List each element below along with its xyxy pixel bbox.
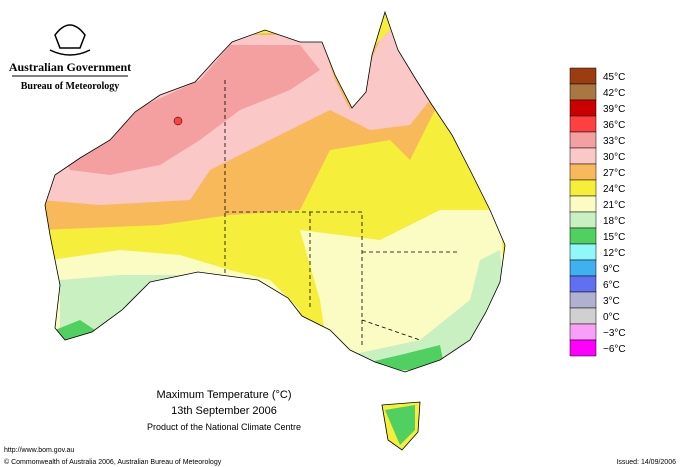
map-title: Maximum Temperature (°C) [156, 389, 291, 401]
legend-label: 12°C [603, 248, 625, 259]
legend-label: 36°C [603, 120, 625, 131]
legend-label: 30°C [603, 152, 625, 163]
legend: 45°C 42°C 39°C 36°C 33°C 30°C 27°C 24°C 21°C 18°C… [569, 67, 626, 357]
gov-name: Australian Government [9, 60, 131, 74]
legend-swatch [569, 147, 597, 165]
legend-swatch [569, 323, 597, 341]
legend-swatch [569, 307, 597, 325]
legend-swatch [569, 243, 597, 261]
map-date: 13th September 2006 [171, 405, 277, 417]
legend-swatch [569, 211, 597, 229]
legend-swatch [569, 275, 597, 293]
legend-label: 9°C [603, 264, 620, 275]
legend-label: 39°C [603, 104, 625, 115]
map-product: Product of the National Climate Centre [147, 422, 301, 432]
legend-swatch [569, 195, 597, 213]
legend-label: 27°C [603, 168, 625, 179]
crest [49, 24, 91, 56]
legend-swatch [569, 131, 597, 149]
legend-swatch [569, 67, 597, 85]
legend-label: 15°C [603, 232, 625, 243]
legend-swatch [569, 163, 597, 181]
legend-swatch [569, 179, 597, 197]
legend-swatch [569, 259, 597, 277]
legend-label: −6°C [603, 344, 626, 355]
legend-label: 3°C [603, 296, 620, 307]
legend-label: 18°C [603, 216, 625, 227]
legend-label: 0°C [603, 312, 620, 323]
legend-swatch [569, 83, 597, 101]
url: http://www.bom.gov.au [4, 447, 74, 454]
bureau-name: Bureau of Meteorology [21, 81, 120, 92]
legend-label: 33°C [603, 136, 625, 147]
legend-label: −3°C [603, 328, 626, 339]
legend-label: 24°C [603, 184, 625, 195]
copyright: © Commonwealth of Australia 2006, Austra… [4, 458, 222, 466]
legend-label: 42°C [603, 88, 625, 99]
legend-swatch [569, 227, 597, 245]
legend-swatch [569, 339, 597, 357]
issued: Issued: 14/09/2006 [616, 459, 676, 466]
legend-label: 21°C [603, 200, 625, 211]
legend-swatch [569, 291, 597, 309]
legend-swatch [569, 99, 597, 117]
legend-swatch [569, 115, 597, 133]
legend-label: 45°C [603, 72, 625, 83]
legend-label: 6°C [603, 280, 620, 291]
